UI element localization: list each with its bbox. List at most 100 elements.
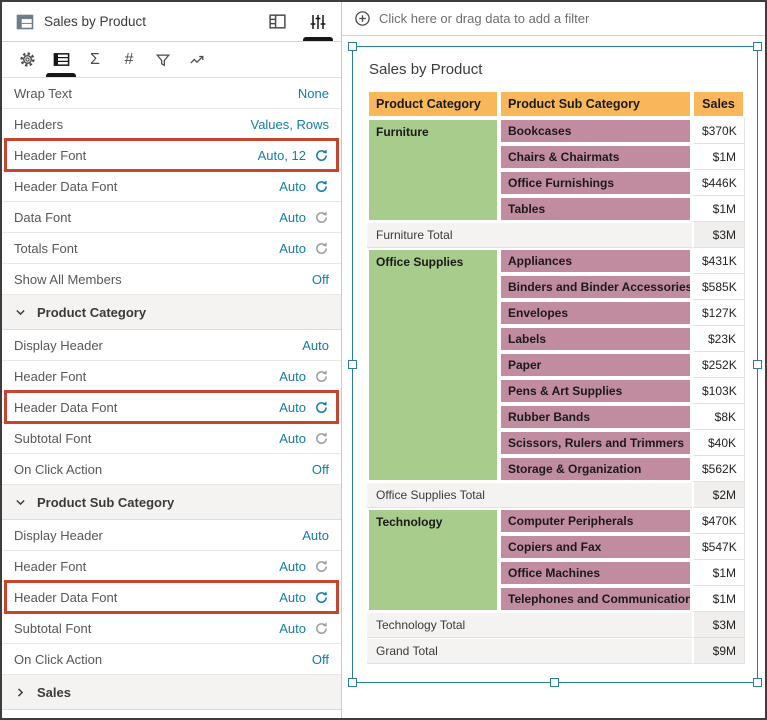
subcategory-cell[interactable]: Computer Peripherals (499, 508, 692, 534)
table-visualization[interactable]: Sales by Product Product Category Produc… (348, 42, 762, 687)
subcategory-cell[interactable]: Scissors, Rulers and Trimmers (499, 430, 692, 456)
property-value[interactable]: Auto (279, 178, 306, 194)
section-header-product-category[interactable]: Product Category (2, 295, 341, 330)
section-header-product-sub-category[interactable]: Product Sub Category (2, 485, 341, 520)
sales-cell[interactable]: $127K (692, 300, 745, 326)
tab-totals[interactable]: Σ (84, 42, 106, 77)
property-row-subtotal-font: Subtotal Font Auto (2, 613, 341, 644)
property-label: Display Header (14, 337, 103, 353)
sales-cell[interactable]: $547K (692, 534, 745, 560)
category-cell[interactable]: Office Supplies (367, 248, 499, 482)
selection-handle-top-right[interactable] (753, 42, 762, 51)
tab-analytics[interactable] (186, 42, 208, 77)
grammar-panel-icon[interactable] (264, 2, 291, 41)
property-value[interactable]: Auto (279, 558, 306, 574)
property-value[interactable]: Off (311, 651, 329, 667)
subcategory-cell[interactable]: Office Furnishings (499, 170, 692, 196)
tab-filters[interactable] (152, 42, 174, 77)
sales-cell[interactable]: $23K (692, 326, 745, 352)
reset-font-icon[interactable] (314, 621, 329, 636)
reset-font-icon[interactable] (314, 559, 329, 574)
subcategory-cell[interactable]: Paper (499, 352, 692, 378)
property-value[interactable]: Auto (279, 589, 306, 605)
pivot-table-viz-icon (12, 2, 38, 41)
property-value[interactable]: Off (311, 271, 329, 287)
column-header-product-category[interactable]: Product Category (367, 90, 499, 118)
sales-cell[interactable]: $40K (692, 430, 745, 456)
sales-cell[interactable]: $431K (692, 248, 745, 274)
subcategory-cell[interactable]: Pens & Art Supplies (499, 378, 692, 404)
subcategory-cell[interactable]: Copiers and Fax (499, 534, 692, 560)
property-label: Header Data Font (14, 399, 118, 415)
property-value[interactable]: Auto (279, 209, 306, 225)
sales-cell[interactable]: $1M (692, 586, 745, 612)
sales-cell[interactable]: $103K (692, 378, 745, 404)
reset-font-icon[interactable] (314, 590, 329, 605)
property-value[interactable]: Auto (279, 368, 306, 384)
reset-font-icon[interactable] (314, 241, 329, 256)
subcategory-cell[interactable]: Envelopes (499, 300, 692, 326)
property-value[interactable]: Auto (279, 399, 306, 415)
selection-handle-top-left[interactable] (348, 42, 357, 51)
reset-font-icon[interactable] (314, 431, 329, 446)
section-header-sales[interactable]: Sales (2, 675, 341, 710)
subcategory-cell[interactable]: Telephones and Communication (499, 586, 692, 612)
reset-font-icon[interactable] (314, 179, 329, 194)
sales-cell[interactable]: $370K (692, 118, 745, 144)
property-value[interactable]: Auto (279, 620, 306, 636)
column-header-product-sub-category[interactable]: Product Sub Category (499, 90, 692, 118)
sales-cell[interactable]: $252K (692, 352, 745, 378)
reset-font-icon[interactable] (314, 400, 329, 415)
sales-cell[interactable]: $1M (692, 144, 745, 170)
table-row: Office Supplies Appliances $431K (367, 248, 745, 482)
tab-general-settings[interactable] (16, 42, 38, 77)
sales-cell[interactable]: $446K (692, 170, 745, 196)
reset-font-icon[interactable] (314, 148, 329, 163)
subcategory-cell[interactable]: Tables (499, 196, 692, 222)
tab-number-format[interactable]: # (118, 42, 140, 77)
category-cell[interactable]: Technology (367, 508, 499, 612)
subcategory-cell[interactable]: Rubber Bands (499, 404, 692, 430)
filter-bar[interactable]: Click here or drag data to add a filter (342, 2, 765, 36)
property-row-header-font: Header Font Auto (2, 551, 341, 582)
sales-cell[interactable]: $562K (692, 456, 745, 482)
subcategory-cell[interactable]: Office Machines (499, 560, 692, 586)
subtotal-row: Furniture Total $3M (367, 222, 745, 248)
property-value[interactable]: Off (311, 461, 329, 477)
sales-cell[interactable]: $470K (692, 508, 745, 534)
reset-font-icon[interactable] (314, 369, 329, 384)
property-value[interactable]: Auto (279, 430, 306, 446)
property-label: Subtotal Font (14, 430, 92, 446)
property-value[interactable]: Auto, 12 (257, 147, 306, 163)
selection-handle-mid-right[interactable] (753, 359, 762, 369)
category-cell[interactable]: Furniture (367, 118, 499, 222)
subcategory-cell[interactable]: Labels (499, 326, 692, 352)
property-label: Data Font (14, 209, 72, 225)
selection-handle-mid-left[interactable] (348, 359, 357, 369)
subcategory-cell[interactable]: Appliances (499, 248, 692, 274)
subcategory-cell[interactable]: Chairs & Chairmats (499, 144, 692, 170)
subtotal-row: Office Supplies Total $2M (367, 482, 745, 508)
property-value[interactable]: Auto (279, 240, 306, 256)
sales-cell[interactable]: $8K (692, 404, 745, 430)
property-value[interactable]: Values, Rows (250, 116, 329, 132)
property-row-headers: Headers Values, Rows (2, 109, 341, 140)
subcategory-cell[interactable]: Bookcases (499, 118, 692, 144)
grand-total-label: Grand Total (367, 638, 692, 664)
sales-cell[interactable]: $585K (692, 274, 745, 300)
property-value[interactable]: Auto (302, 337, 329, 353)
reset-font-icon[interactable] (314, 210, 329, 225)
subcategory-cell[interactable]: Binders and Binder Accessories (499, 274, 692, 300)
property-value[interactable]: Auto (302, 527, 329, 543)
tab-table-style[interactable] (46, 42, 76, 77)
properties-icon[interactable] (303, 2, 333, 41)
subcategory-cell[interactable]: Storage & Organization (499, 456, 692, 482)
sales-cell[interactable]: $1M (692, 560, 745, 586)
sales-cell[interactable]: $1M (692, 196, 745, 222)
selection-handle-bottom-left[interactable] (348, 678, 357, 687)
selection-handle-bottom-center[interactable] (550, 678, 559, 687)
property-value[interactable]: None (297, 85, 329, 101)
subtotal-label: Technology Total (367, 612, 692, 638)
column-header-sales[interactable]: Sales (692, 90, 745, 118)
selection-handle-bottom-right[interactable] (753, 678, 762, 687)
